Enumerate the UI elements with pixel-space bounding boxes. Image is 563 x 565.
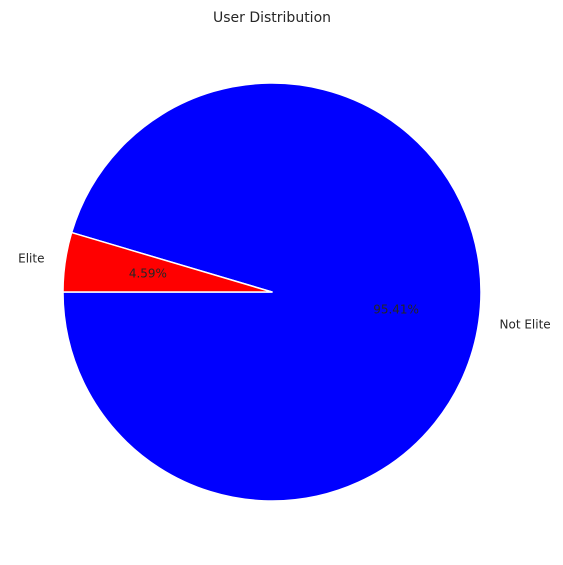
pie-slice-elite bbox=[62, 231, 273, 293]
slice-label-elite: Elite bbox=[18, 251, 44, 265]
pie-labels: Not Elite 95.41% Elite 4.59% bbox=[18, 251, 551, 331]
slice-percent-not-elite: 95.41% bbox=[373, 303, 419, 317]
chart-title: User Distribution bbox=[213, 10, 331, 26]
slice-percent-elite: 4.59% bbox=[129, 266, 167, 280]
slice-label-not-elite: Not Elite bbox=[500, 318, 551, 332]
pie-slices bbox=[62, 82, 482, 502]
